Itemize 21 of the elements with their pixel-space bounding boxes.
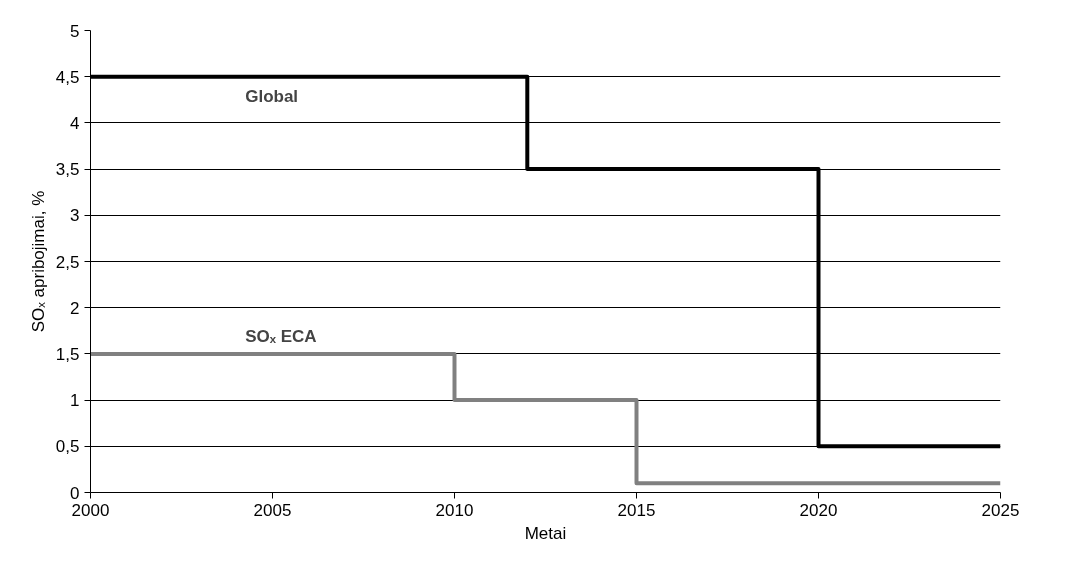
y-tick-label: 1: [70, 391, 80, 411]
x-tick-label: 2000: [71, 500, 110, 520]
y-tick-label: 4,5: [55, 67, 80, 87]
y-tick-label: 2,5: [55, 252, 80, 272]
y-tick-label: 0,5: [55, 437, 80, 457]
x-tick-label: 2015: [617, 500, 656, 520]
y-tick-label: 4: [70, 113, 80, 133]
y-axis-title: SOₓ apribojimai, %: [28, 190, 48, 333]
x-tick-label: 2025: [981, 500, 1020, 520]
y-tick-label: 3: [70, 206, 80, 226]
x-axis-title: Metai: [524, 523, 567, 543]
series-label: SOₓ ECA: [245, 326, 317, 346]
y-tick-label: 0: [70, 483, 80, 503]
y-tick-label: 2: [70, 298, 80, 318]
x-tick-label: 2020: [799, 500, 838, 520]
y-tick-label: 5: [70, 21, 80, 41]
y-tick-label: 1,5: [55, 344, 80, 364]
y-tick-label: 3,5: [55, 160, 80, 180]
x-tick-label: 2005: [253, 500, 292, 520]
x-tick-label: 2010: [435, 500, 474, 520]
series-label: Global: [245, 86, 299, 106]
